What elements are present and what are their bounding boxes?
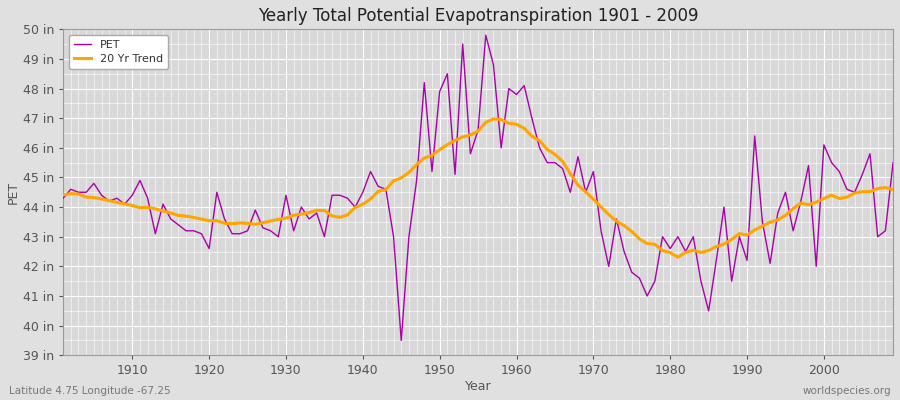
PET [288,228,299,233]
20 Yr Trend [518,126,529,131]
20 Yr Trend [288,213,299,218]
Line: 20 Yr Trend: 20 Yr Trend [63,119,893,257]
PET [396,338,407,343]
Text: Latitude 4.75 Longitude -67.25: Latitude 4.75 Longitude -67.25 [9,386,171,396]
20 Yr Trend [119,202,130,206]
20 Yr Trend [58,192,68,197]
PET [887,160,898,165]
PET [58,196,68,200]
PET [618,249,629,254]
20 Yr Trend [511,122,522,127]
PET [335,193,346,198]
Legend: PET, 20 Yr Trend: PET, 20 Yr Trend [68,35,168,70]
Text: worldspecies.org: worldspecies.org [803,386,891,396]
20 Yr Trend [611,219,622,224]
PET [119,202,130,206]
PET [518,83,529,88]
20 Yr Trend [335,215,346,220]
X-axis label: Year: Year [464,380,491,393]
Title: Yearly Total Potential Evapotranspiration 1901 - 2009: Yearly Total Potential Evapotranspiratio… [257,7,698,25]
PET [526,116,537,120]
20 Yr Trend [488,116,499,121]
Y-axis label: PET: PET [7,181,20,204]
20 Yr Trend [887,187,898,192]
PET [481,33,491,38]
20 Yr Trend [672,255,683,260]
Line: PET: PET [63,35,893,340]
